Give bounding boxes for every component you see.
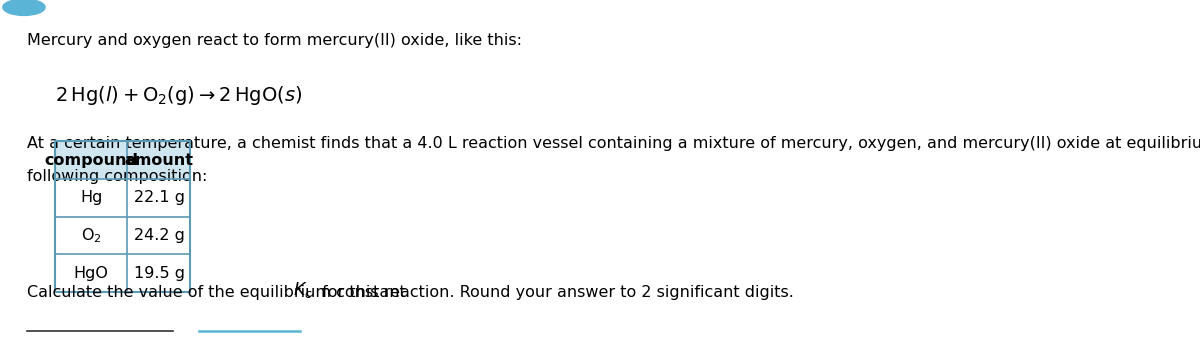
Text: At a certain temperature, a chemist finds that a 4.0 L reaction vessel containin: At a certain temperature, a chemist find… bbox=[28, 137, 1200, 152]
Text: Hg: Hg bbox=[80, 190, 102, 205]
Text: for this reaction. Round your answer to 2 significant digits.: for this reaction. Round your answer to … bbox=[317, 285, 794, 300]
FancyBboxPatch shape bbox=[55, 254, 191, 292]
Text: following composition:: following composition: bbox=[28, 169, 208, 184]
Text: $\mathrm{O_2}$: $\mathrm{O_2}$ bbox=[80, 226, 102, 245]
Circle shape bbox=[2, 0, 46, 16]
Text: $\mathrm{2\,Hg(\mathit{l})+O_2(g)\rightarrow 2\,HgO(\mathit{s})}$: $\mathrm{2\,Hg(\mathit{l})+O_2(g)\righta… bbox=[55, 84, 302, 107]
Text: Mercury and oxygen react to form mercury(II) oxide, like this:: Mercury and oxygen react to form mercury… bbox=[28, 34, 522, 48]
Text: 24.2 g: 24.2 g bbox=[134, 228, 185, 243]
FancyBboxPatch shape bbox=[55, 141, 191, 179]
Text: compound: compound bbox=[44, 153, 138, 168]
FancyBboxPatch shape bbox=[55, 217, 191, 254]
Text: amount: amount bbox=[124, 153, 193, 168]
Text: Calculate the value of the equilibrium constant: Calculate the value of the equilibrium c… bbox=[28, 285, 412, 300]
Text: HgO: HgO bbox=[73, 265, 108, 280]
Text: 19.5 g: 19.5 g bbox=[134, 265, 185, 280]
Text: 22.1 g: 22.1 g bbox=[134, 190, 185, 205]
FancyBboxPatch shape bbox=[55, 179, 191, 217]
Text: $K_c$: $K_c$ bbox=[293, 280, 313, 300]
